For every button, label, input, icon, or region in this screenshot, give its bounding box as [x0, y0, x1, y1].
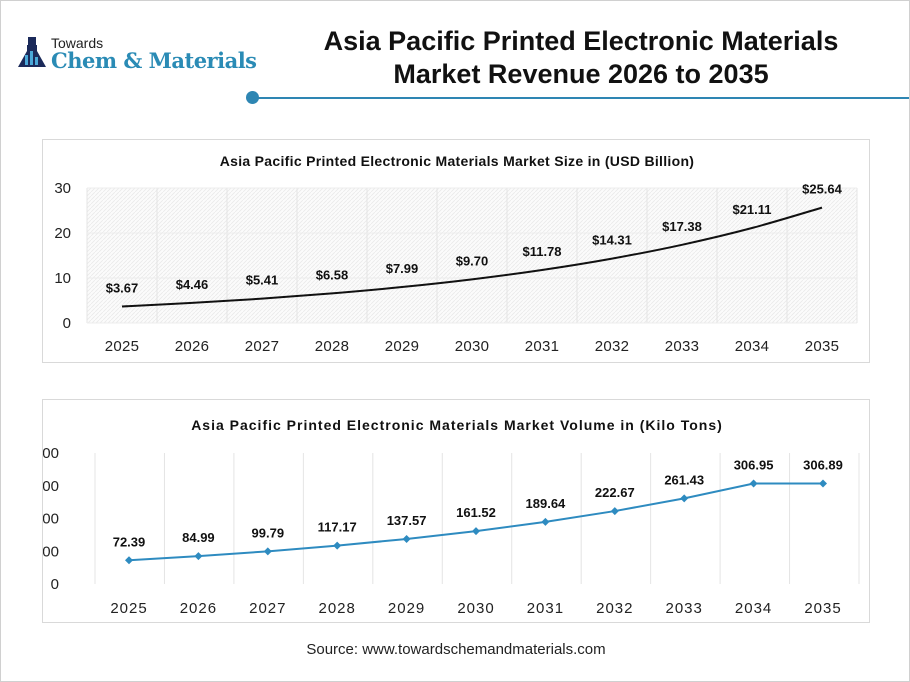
volume-chart-panel: Asia Pacific Printed Electronic Material… — [34, 399, 870, 623]
data-label: 261.43 — [664, 472, 704, 487]
data-label: 99.79 — [252, 525, 285, 540]
y-tick-label: 10 — [54, 270, 71, 287]
x-tick-label: 2027 — [245, 338, 280, 355]
y-tick-label: 300 — [43, 478, 59, 495]
data-point-marker — [680, 494, 689, 503]
y-tick-label: 0 — [63, 315, 71, 332]
x-tick-label: 2026 — [175, 338, 210, 355]
data-label: 137.57 — [387, 513, 427, 528]
title-underline-dot — [246, 91, 259, 104]
data-point-marker — [541, 517, 550, 526]
x-tick-label: 2031 — [527, 600, 564, 617]
x-tick-label: 2035 — [804, 600, 841, 617]
x-tick-label: 2035 — [805, 338, 840, 355]
x-tick-label: 2028 — [319, 600, 356, 617]
size-chart: Asia Pacific Printed Electronic Material… — [54, 153, 858, 355]
y-tick-label: 100 — [43, 543, 59, 560]
plot-area-tint — [87, 188, 857, 323]
data-point-marker — [819, 479, 827, 488]
data-label: 117.17 — [318, 520, 357, 535]
data-label: $6.58 — [316, 267, 349, 282]
source-note: Source: www.towardschemandmaterials.com — [306, 641, 606, 658]
data-label: $21.11 — [732, 202, 771, 217]
x-tick-label: 2026 — [180, 600, 217, 617]
data-point-marker — [125, 556, 133, 565]
data-label: $5.41 — [246, 273, 279, 288]
data-label: $4.46 — [176, 277, 209, 292]
data-point-marker — [194, 552, 203, 561]
title-underline — [253, 97, 909, 99]
y-tick-label: 0 — [51, 576, 59, 593]
data-label: $14.31 — [592, 233, 632, 248]
x-tick-label: 2034 — [735, 600, 772, 617]
x-tick-label: 2033 — [665, 338, 700, 355]
data-label: 161.52 — [456, 505, 496, 520]
x-tick-label: 2028 — [315, 338, 350, 355]
x-tick-label: 2029 — [388, 600, 425, 617]
series-line — [121, 206, 823, 308]
data-label: 222.67 — [595, 485, 635, 500]
x-tick-label: 2032 — [596, 600, 633, 617]
x-tick-label: 2029 — [385, 338, 420, 355]
data-label: $11.78 — [522, 244, 561, 259]
volume-chart: Asia Pacific Printed Electronic Material… — [34, 417, 860, 617]
x-tick-label: 2027 — [249, 600, 286, 617]
y-tick-label: 200 — [43, 511, 59, 528]
chart-title: Asia Pacific Printed Electronic Material… — [220, 153, 695, 169]
page-title: Asia Pacific Printed Electronic Material… — [323, 26, 839, 89]
data-label: 72.39 — [113, 534, 146, 549]
logo-text-main: Chem & Materials — [51, 48, 257, 73]
size-chart-panel: Asia Pacific Printed Electronic Material… — [42, 139, 870, 363]
data-label: 306.89 — [803, 457, 843, 472]
flask-icon — [18, 37, 46, 67]
x-tick-label: 2031 — [525, 338, 560, 355]
data-point-marker — [402, 534, 411, 543]
data-label: $9.70 — [456, 253, 489, 268]
data-label: 189.64 — [526, 496, 567, 511]
data-label: $25.64 — [802, 182, 843, 197]
logo-text-top: Towards — [51, 35, 104, 51]
x-tick-label: 2030 — [455, 338, 490, 355]
data-point-marker — [610, 507, 619, 516]
y-tick-label: 400 — [43, 445, 59, 462]
data-point-marker — [333, 541, 342, 550]
chart-title: Asia Pacific Printed Electronic Material… — [191, 417, 723, 433]
data-point-marker — [472, 527, 480, 536]
data-label: 84.99 — [182, 530, 215, 545]
x-tick-label: 2025 — [110, 600, 147, 617]
data-label: $7.99 — [386, 261, 419, 276]
x-tick-label: 2033 — [666, 600, 703, 617]
data-point-marker — [749, 479, 758, 488]
series-line — [128, 482, 824, 562]
x-tick-label: 2030 — [457, 600, 494, 617]
data-label: 306.95 — [734, 457, 774, 472]
data-label: $17.38 — [662, 219, 702, 234]
data-point-marker — [263, 547, 272, 556]
x-tick-label: 2025 — [105, 338, 140, 355]
y-tick-label: 20 — [54, 225, 71, 242]
data-label: $3.67 — [106, 280, 139, 295]
x-tick-label: 2032 — [595, 338, 630, 355]
x-tick-label: 2034 — [735, 338, 770, 355]
y-tick-label: 30 — [54, 180, 71, 197]
